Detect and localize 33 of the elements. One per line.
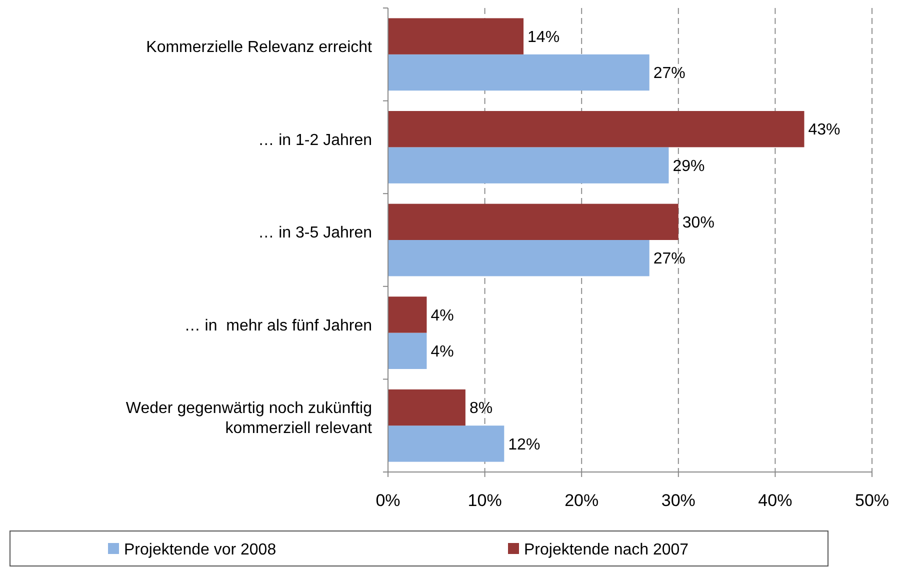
bar: [388, 240, 650, 276]
bar: [388, 111, 804, 148]
bar: [388, 18, 524, 54]
y-tick-label: … in 3-5 Jahren: [258, 224, 372, 242]
bar: [388, 54, 650, 91]
data-label: 4%: [430, 307, 454, 324]
data-label: 27%: [653, 250, 686, 268]
x-tick-label: 40%: [758, 491, 792, 510]
data-label: 4%: [430, 343, 454, 360]
y-tick-label: … in mehr als fünf Jahren: [184, 317, 372, 334]
x-tick-label: 10%: [468, 491, 502, 510]
x-tick-label: 30%: [661, 491, 696, 510]
bar: [388, 426, 504, 462]
legend-label: Projektende nach 2007: [524, 542, 689, 559]
data-label: 43%: [808, 122, 840, 139]
y-tick-label: Kommerzielle Relevanz erreicht: [146, 39, 373, 56]
bar: [388, 296, 427, 333]
data-label: 27%: [653, 65, 686, 82]
x-tick-label: 50%: [854, 491, 890, 510]
x-tick-label: 0%: [376, 491, 400, 510]
data-label: 8%: [469, 400, 493, 418]
bar: [388, 332, 427, 369]
bar: [388, 204, 678, 240]
y-tick-label: Weder gegenwärtig noch zukünftig kommerziell relevant: [126, 400, 373, 438]
y-tick-label: … in 1-2 Jahren: [258, 132, 372, 149]
bar: [388, 389, 466, 426]
data-label: 29%: [672, 158, 705, 175]
legend-label: Projektende vor 2008: [124, 542, 276, 559]
x-tick-label: 20%: [564, 491, 599, 510]
data-label: 12%: [508, 436, 540, 454]
data-label: 30%: [682, 214, 714, 232]
bar: [388, 147, 669, 184]
data-label: 14%: [528, 28, 560, 46]
